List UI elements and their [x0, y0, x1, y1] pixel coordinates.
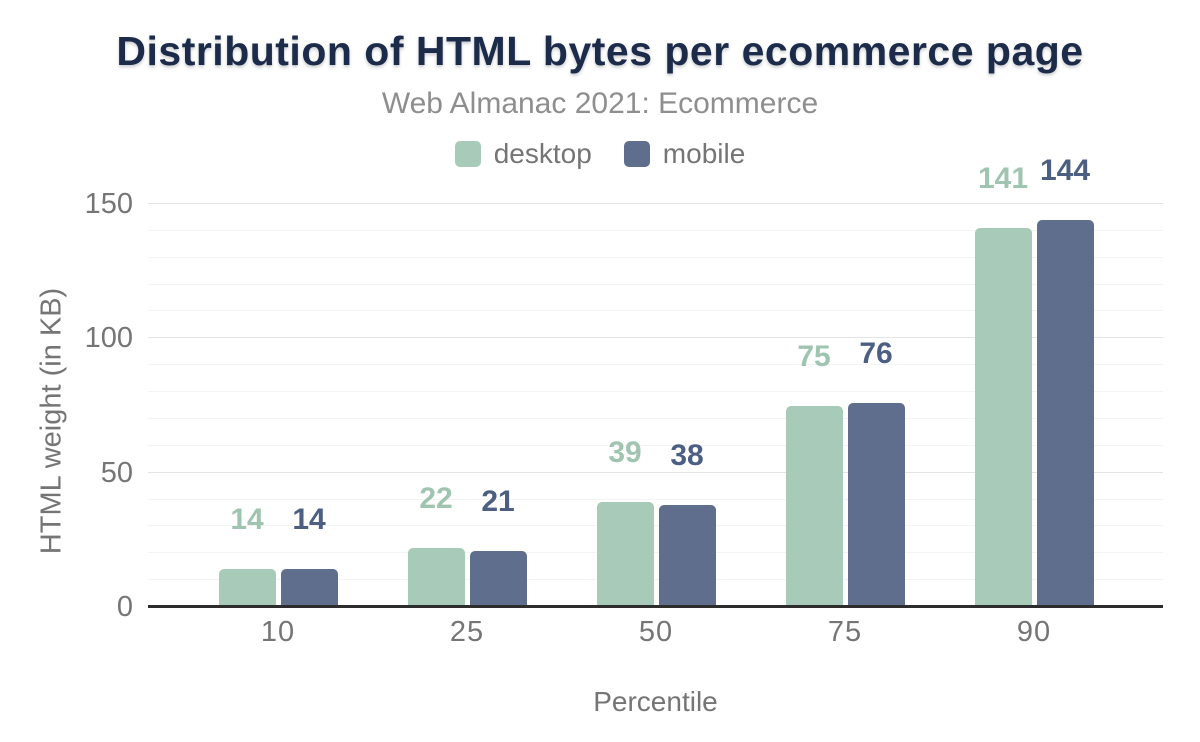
legend-label-desktop: desktop — [493, 138, 592, 169]
minor-gridline-120 — [148, 283, 1163, 285]
bar-mobile-p10 — [280, 569, 338, 607]
y-tick-0: 0 — [116, 591, 133, 623]
bar-mobile-p90 — [1036, 220, 1094, 607]
bar-desktop-p50 — [596, 502, 654, 607]
x-tick-75: 75 — [827, 616, 863, 648]
y-tick-150: 150 — [84, 188, 133, 220]
minor-gridline-30 — [148, 525, 1163, 527]
bar-desktop-p75 — [785, 405, 843, 607]
bar-value-mobile-p25: 21 — [481, 484, 515, 518]
bar-mobile-p25 — [469, 550, 527, 607]
bar-value-mobile-p50: 38 — [670, 438, 704, 472]
x-tick-25: 25 — [449, 616, 485, 648]
major-gridline-50 — [148, 471, 1163, 473]
bar-desktop-p90 — [974, 228, 1032, 607]
bar-mobile-p75 — [847, 402, 905, 607]
minor-gridline-10 — [148, 579, 1163, 581]
chart-title: Distribution of HTML bytes per ecommerce… — [116, 28, 1084, 74]
legend-label-mobile: mobile — [662, 138, 746, 169]
chart-subtitle: Web Almanac 2021: Ecommerce — [381, 87, 819, 120]
legend: desktop mobile — [0, 140, 1200, 168]
y-axis-title: HTML weight (in KB) — [35, 287, 68, 555]
minor-gridline-40 — [148, 498, 1163, 500]
minor-gridline-60 — [148, 444, 1163, 446]
major-gridline-150 — [148, 203, 1163, 204]
y-tick-100: 100 — [84, 322, 133, 355]
x-tick-10: 10 — [260, 616, 296, 648]
legend-item-mobile: mobile — [623, 138, 746, 169]
minor-gridline-130 — [148, 256, 1163, 258]
minor-gridline-140 — [148, 229, 1163, 231]
minor-gridline-70 — [148, 417, 1163, 419]
bar-mobile-p50 — [658, 504, 716, 607]
bar-value-desktop-p50: 39 — [608, 436, 642, 470]
y-tick-50: 50 — [100, 456, 133, 489]
minor-gridline-20 — [148, 552, 1163, 554]
bar-value-mobile-p90: 144 — [1039, 154, 1091, 188]
major-gridline-100 — [148, 337, 1163, 339]
bar-value-mobile-p75: 76 — [859, 336, 893, 370]
x-tick-50: 50 — [638, 616, 674, 648]
bar-value-desktop-p75: 75 — [797, 339, 831, 373]
minor-gridline-80 — [148, 391, 1163, 393]
mobile-legend-swatch — [623, 141, 650, 167]
bar-desktop-p10 — [218, 569, 276, 607]
legend-item-desktop: desktop — [454, 138, 592, 169]
bar-value-desktop-p25: 22 — [419, 481, 453, 515]
plot-area: 14 14 22 21 39 38 75 76 141 144 — [148, 156, 1163, 608]
bar-desktop-p25 — [407, 547, 465, 607]
desktop-legend-swatch — [454, 141, 481, 167]
bar-value-desktop-p10: 14 — [230, 503, 264, 537]
x-axis-line — [148, 605, 1163, 608]
minor-gridline-110 — [148, 310, 1163, 312]
minor-gridline-90 — [148, 364, 1163, 366]
x-axis-title: Percentile — [593, 686, 718, 717]
bar-value-mobile-p10: 14 — [292, 503, 326, 537]
x-tick-90: 90 — [1016, 616, 1052, 648]
bar-value-desktop-p90: 141 — [977, 162, 1029, 196]
